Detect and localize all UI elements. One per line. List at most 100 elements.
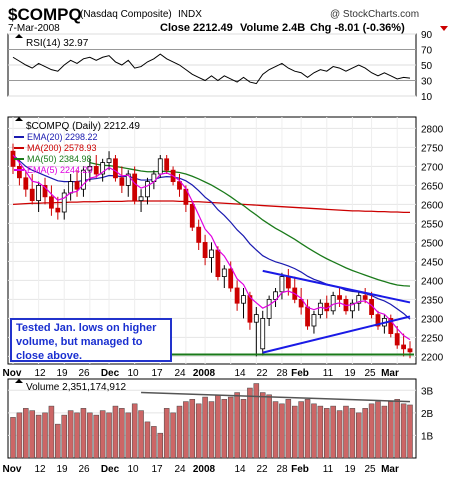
volume-bar xyxy=(304,399,311,459)
volume-bar xyxy=(74,412,80,459)
volume-bar xyxy=(291,405,298,459)
rsi-tick-label: 70 xyxy=(421,46,433,57)
x-axis-label: 26 xyxy=(78,368,90,379)
volume-bar xyxy=(253,383,260,459)
x-axis-label: 28 xyxy=(276,368,288,379)
x-axis-label: 17 xyxy=(151,368,163,379)
volume-bar xyxy=(317,405,324,459)
x-axis-label: Feb xyxy=(291,368,309,379)
candle-body xyxy=(36,184,42,201)
rsi-tick-label: 10 xyxy=(421,92,433,103)
price-tick-label: 2450 xyxy=(421,257,444,268)
candle-body xyxy=(132,173,138,202)
volume-bar xyxy=(144,421,151,459)
candle-body xyxy=(29,188,35,201)
rsi-tick-label: 90 xyxy=(421,30,433,41)
candle-body xyxy=(42,184,48,198)
x-axis-label: 19 xyxy=(56,368,68,379)
volume-bar xyxy=(400,403,407,459)
collapse-icon xyxy=(15,34,23,38)
x-axis-label: 2008 xyxy=(193,368,216,379)
volume-bar xyxy=(195,403,202,459)
volume-bar xyxy=(119,408,125,459)
x-axis-label: 19 xyxy=(344,464,356,475)
candle-body xyxy=(113,158,118,179)
volume-bar xyxy=(131,403,138,459)
candle-body xyxy=(221,268,227,277)
volume-bar xyxy=(183,401,189,459)
x-axis-label: 12 xyxy=(34,368,46,379)
volume-bar xyxy=(55,423,61,459)
candle-body xyxy=(266,298,272,319)
candle-body xyxy=(189,203,195,228)
volume-tick-label: 2B xyxy=(421,409,434,420)
x-axis-label: 19 xyxy=(56,464,68,475)
price-tick-label: 2350 xyxy=(421,295,444,306)
candle-body xyxy=(394,333,400,346)
trendline-upper xyxy=(262,269,411,304)
annotation-box: Tested Jan. lows on higher volume, but m… xyxy=(10,318,172,362)
x-axis-label: 22 xyxy=(256,464,268,475)
candle-body xyxy=(337,295,342,300)
price-tick-label: 2700 xyxy=(421,162,444,173)
volume-bar xyxy=(87,412,93,459)
volume-bar xyxy=(61,414,67,459)
candle-body xyxy=(68,181,74,194)
volume-bar xyxy=(221,399,228,459)
candle-body xyxy=(305,306,310,327)
candle-body xyxy=(55,207,61,213)
volume-bar xyxy=(163,408,170,459)
volume-bar xyxy=(10,417,16,459)
volume-bar xyxy=(336,410,343,459)
volume-tick-label: 1B xyxy=(421,431,434,442)
candle-body xyxy=(362,295,368,300)
price-legend: $COMPQ (Daily) 2212.49 EMA(20) 2298.22MA… xyxy=(14,117,140,175)
x-axis-label: Nov xyxy=(3,368,22,379)
candle-body xyxy=(273,291,278,300)
legend-item: MA(200) 2578.93 xyxy=(27,143,97,153)
candles xyxy=(10,143,413,359)
candle-body xyxy=(407,348,413,353)
volume-bar xyxy=(16,412,23,459)
price-tick-label: 2500 xyxy=(421,238,444,249)
x-axis-label: 14 xyxy=(234,464,246,475)
x-axis-label: 10 xyxy=(127,464,139,475)
price-tick-label: 2400 xyxy=(421,276,444,287)
volume-bar xyxy=(29,410,35,459)
date-label: 7-Mar-2008 xyxy=(8,23,60,34)
volume-bar xyxy=(324,408,330,459)
x-axis-label: Dec xyxy=(101,368,120,379)
volume-bar xyxy=(298,401,304,459)
candle-body xyxy=(330,295,336,312)
volume-bar xyxy=(259,392,266,459)
volume-bar xyxy=(272,401,279,459)
volume-bar xyxy=(381,405,388,459)
index-name: (Nasdaq Composite) xyxy=(80,9,172,20)
price-tick-label: 2550 xyxy=(421,219,444,230)
volume-trendline xyxy=(141,391,411,403)
candle-body xyxy=(285,276,291,289)
x-axis-label: 22 xyxy=(256,368,268,379)
candle-body xyxy=(311,314,317,327)
volume-bar xyxy=(311,403,317,459)
x-axis-label: 24 xyxy=(174,464,186,475)
rsi-tick-label: 50 xyxy=(421,61,433,72)
volume-bar xyxy=(279,403,285,459)
price-ticks: 2800 2750 2700 2650 2600 2550 2500 2450 2400 2350… xyxy=(421,124,444,363)
x-axis-label: Feb xyxy=(291,464,309,475)
candle-body xyxy=(247,295,253,323)
volume-bar xyxy=(362,408,368,459)
x-axis-label: Mar xyxy=(381,368,399,379)
volume-bar xyxy=(80,408,87,459)
x-axis-label: 12 xyxy=(34,464,46,475)
price-tick-label: 2300 xyxy=(421,314,444,325)
price-tick-label: 2650 xyxy=(421,181,444,192)
volume-bar xyxy=(208,401,215,459)
volume-bar xyxy=(234,392,240,459)
rsi-ticks: 90 70 50 30 10 xyxy=(421,30,433,103)
collapse-icon xyxy=(15,117,23,121)
x-axis-label: 17 xyxy=(151,464,163,475)
candle-body xyxy=(125,173,131,186)
candle-body xyxy=(157,158,163,175)
candle-body xyxy=(234,287,240,304)
